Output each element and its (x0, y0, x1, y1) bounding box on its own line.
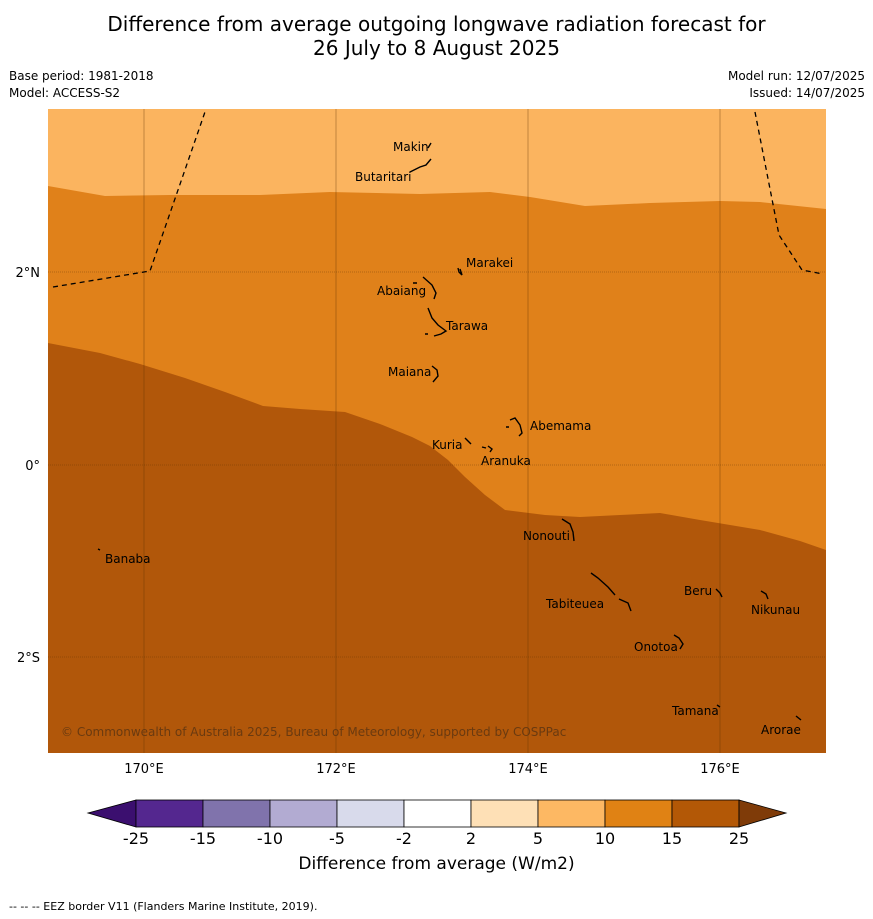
colorbar-tick-labels: -25 -15 -10 -5 -2 2 5 10 15 25 (123, 829, 749, 848)
title-line-1: Difference from average outgoing longwav… (107, 12, 766, 36)
island-tabiteuea (590, 572, 632, 612)
island-abemama (506, 417, 523, 437)
island-nonouti (561, 518, 575, 542)
label-abemama: Abemama (530, 419, 591, 433)
label-onotoa: Onotoa (634, 640, 678, 654)
island-onotoa (673, 634, 684, 650)
colorbar-tick-label: 10 (595, 829, 615, 848)
label-butaritari: Butaritari (355, 170, 412, 184)
eez-border-east (754, 111, 824, 275)
colorbar-tick-label: -15 (190, 829, 216, 848)
x-tick-label: 174°E (508, 762, 548, 777)
island-kuria (464, 437, 472, 445)
colorbar-segment (604, 799, 673, 828)
island-tamana (716, 704, 721, 708)
x-tick-label: 172°E (316, 762, 356, 777)
y-axis-ticks: 2°N 0° 2°S (16, 266, 41, 666)
colorbar-tick-label: -25 (123, 829, 149, 848)
colorbar-tick-label: -5 (329, 829, 345, 848)
label-kuria: Kuria (432, 438, 463, 452)
island-aranuka (481, 445, 493, 453)
colorbar-extension-low (86, 799, 137, 828)
label-beru: Beru (684, 584, 712, 598)
model-run: Model run: 12/07/2025 (727, 69, 865, 83)
y-tick-label: 2°S (17, 651, 40, 666)
colorbar-tick-label: -2 (396, 829, 412, 848)
label-arorae: Arorae (761, 723, 801, 737)
y-tick-label: 2°N (16, 266, 41, 281)
y-tick-label: 0° (25, 459, 40, 474)
island-banaba (97, 548, 101, 551)
colorbar-segment (671, 799, 740, 828)
place-labels: Makin Butaritari Marakei Abaiang Tarawa … (105, 140, 801, 737)
island-maiana (431, 365, 439, 383)
title-line-2: 26 July to 8 August 2025 (313, 36, 560, 60)
label-banaba: Banaba (105, 552, 151, 566)
label-tarawa: Tarawa (445, 319, 488, 333)
island-makin (427, 142, 432, 149)
colorbar-tick-label: 2 (466, 829, 476, 848)
label-marakei: Marakei (466, 256, 513, 270)
x-tick-label: 176°E (700, 762, 740, 777)
metadata-left: Base period: 1981-2018 Model: ACCESS-S2 (9, 68, 154, 102)
graticule (48, 109, 826, 753)
label-nikunau: Nikunau (751, 603, 800, 617)
colorbar-segment (537, 799, 606, 828)
island-outlines (97, 142, 802, 721)
map-panel: Makin Butaritari Marakei Abaiang Tarawa … (48, 109, 826, 753)
metadata-right: Model run: 12/07/2025 Issued: 14/07/2025 (728, 68, 865, 102)
label-abaiang: Abaiang (377, 284, 426, 298)
label-makin: Makin (393, 140, 429, 154)
model-name: Model: ACCESS-S2 (9, 86, 121, 100)
colorbar-segment (135, 799, 204, 828)
label-tabiteuea: Tabiteuea (545, 597, 604, 611)
colorbar-title: Difference from average (W/m2) (298, 854, 575, 874)
island-nikunau (760, 590, 769, 600)
colorbar-segment (470, 799, 539, 828)
x-tick-label: 170°E (124, 762, 164, 777)
colorbar-tick-label: 5 (533, 829, 543, 848)
label-tamana: Tamana (671, 704, 719, 718)
chart-title: Difference from average outgoing longwav… (0, 12, 873, 60)
island-arorae (795, 715, 802, 721)
anomaly-band-15-25 (48, 343, 826, 753)
eez-border (52, 109, 824, 288)
label-maiana: Maiana (388, 365, 431, 379)
base-period: Base period: 1981-2018 (9, 69, 154, 83)
colorbar-segment (269, 799, 338, 828)
colorbar-tick-label: 15 (662, 829, 682, 848)
label-nonouti: Nonouti (523, 529, 570, 543)
colorbar (86, 799, 788, 828)
colorbar-segment (403, 799, 472, 828)
island-beru (715, 588, 723, 598)
footnote: -- -- -- EEZ border V11 (Flanders Marine… (9, 900, 318, 913)
island-abaiang (413, 276, 437, 300)
colorbar-segment (202, 799, 271, 828)
colorbar-extension-high (738, 799, 788, 828)
island-tarawa (425, 307, 448, 337)
island-butaritari (409, 158, 432, 173)
copyright-notice: © Commonwealth of Australia 2025, Bureau… (61, 725, 566, 739)
colorbar-tick-label: -10 (257, 829, 283, 848)
label-aranuka: Aranuka (481, 454, 531, 468)
x-axis-ticks: 170°E 172°E 174°E 176°E (124, 762, 740, 777)
colorbar-tick-label: 25 (729, 829, 749, 848)
colorbar-segment (336, 799, 405, 828)
island-marakei (457, 267, 463, 276)
issued-date: Issued: 14/07/2025 (749, 86, 865, 100)
